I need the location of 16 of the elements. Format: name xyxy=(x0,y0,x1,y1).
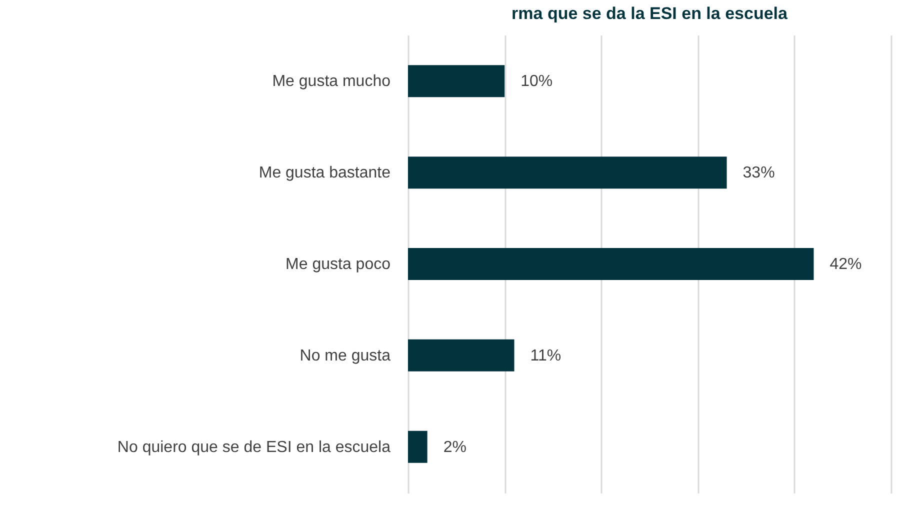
data-label: 2% xyxy=(443,438,466,456)
y-tick-label: No me gusta xyxy=(300,347,391,364)
bar xyxy=(408,339,514,372)
y-tick-label: Me gusta mucho xyxy=(272,73,391,90)
data-label: 10% xyxy=(520,73,553,90)
data-label: 33% xyxy=(742,164,775,182)
bar xyxy=(408,248,814,280)
y-tick-label: Me gusta bastante xyxy=(258,164,391,182)
bar xyxy=(408,430,428,463)
bar xyxy=(408,156,727,189)
data-label: 42% xyxy=(830,256,862,273)
y-tick-label: No quiero que se de ESI en la escuela xyxy=(117,438,391,456)
y-tick-label: Me gusta poco xyxy=(286,256,391,273)
bar xyxy=(408,65,505,98)
data-label: 11% xyxy=(530,347,562,364)
chart-title: rma que se da la ESI en la escuela xyxy=(512,4,788,23)
